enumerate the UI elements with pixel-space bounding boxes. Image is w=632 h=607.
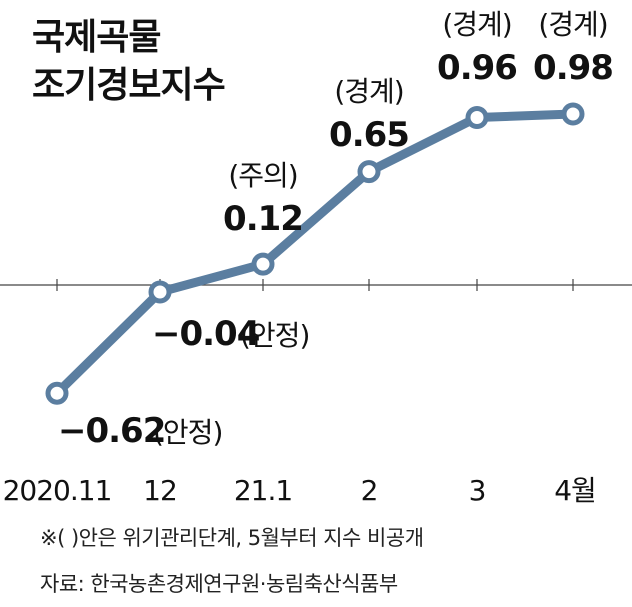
footnote: ※( )안은 위기관리단계, 5월부터 지수 비공개 — [40, 526, 424, 550]
x-tick-label-5: 4월 — [554, 474, 596, 507]
x-tick-label-4: 3 — [469, 474, 486, 507]
chart-title-line-1: 국제곡물 — [32, 17, 161, 58]
status-label-1: (안정) — [240, 319, 309, 352]
data-point-1 — [148, 280, 172, 304]
status-label-0: (안정) — [153, 416, 222, 449]
value-label-1: −0.04 — [152, 314, 260, 354]
data-point-0 — [45, 381, 69, 405]
series-line — [52, 109, 578, 398]
data-point-5 — [561, 102, 585, 126]
data-point-3 — [357, 160, 381, 184]
data-point-2 — [251, 252, 275, 276]
x-tick-label-2: 21.1 — [234, 474, 292, 507]
value-label-3: 0.65 — [329, 115, 409, 155]
value-label-2: 0.12 — [223, 199, 303, 239]
status-label-5: (경계) — [538, 8, 607, 41]
x-tick-label-3: 2 — [361, 474, 378, 507]
value-label-4: 0.96 — [437, 48, 517, 88]
source-note: 자료: 한국농촌경제연구원·농림축산식품부 — [40, 572, 398, 596]
chart-title-line-2: 조기경보지수 — [32, 65, 226, 106]
value-label-0: −0.62 — [58, 411, 165, 451]
value-label-5: 0.98 — [533, 48, 613, 88]
status-label-3: (경계) — [334, 75, 403, 108]
data-point-4 — [465, 106, 489, 129]
x-tick-label-0: 2020.11 — [3, 474, 112, 507]
status-label-4: (경계) — [442, 8, 511, 41]
status-label-2: (주의) — [228, 159, 297, 192]
x-tick-label-1: 12 — [143, 474, 177, 507]
